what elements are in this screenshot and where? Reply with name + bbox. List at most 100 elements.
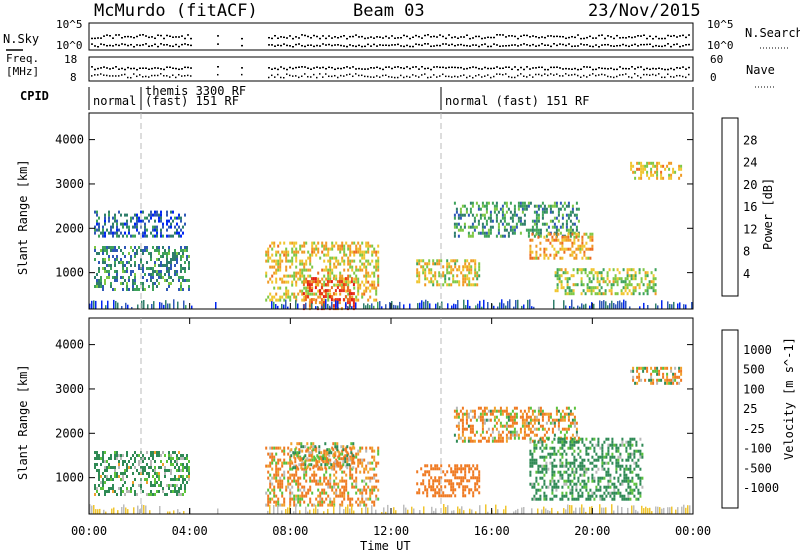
echo-cell [557, 421, 560, 425]
echo-cell [521, 204, 524, 208]
echo-cell [466, 479, 469, 483]
echo-cell [622, 268, 625, 272]
echo-cell [342, 445, 345, 449]
echo-cell [559, 418, 562, 422]
nave-point [418, 76, 420, 78]
echo-cell [577, 232, 580, 236]
echo-cell [114, 246, 116, 249]
echo-cell [381, 306, 383, 309]
echo-cell [110, 249, 112, 252]
echo-cell [166, 279, 168, 282]
echo-cell [446, 470, 449, 474]
echo-cell [122, 478, 124, 481]
echo-cell [529, 427, 532, 431]
echo-cell [430, 464, 433, 468]
echo-cell [575, 228, 578, 232]
nsky-point [643, 34, 645, 37]
echo-cell [458, 280, 461, 284]
echo-cell [507, 415, 510, 419]
echo-cell [351, 250, 354, 254]
echo-cell [359, 449, 362, 453]
echo-cell [281, 479, 284, 483]
echo-cell [158, 213, 160, 217]
echo-cell [339, 503, 342, 507]
echo-cell [471, 231, 474, 235]
echo-cell [142, 466, 144, 469]
echo-cell [468, 271, 471, 275]
echo-cell [299, 268, 302, 272]
echo-cell [633, 488, 636, 492]
echo-cell [561, 485, 564, 489]
echo-cell [615, 443, 618, 447]
freq-point [124, 68, 126, 71]
freq-point [307, 67, 309, 69]
echo-cell [367, 470, 370, 474]
nsky-point [364, 37, 366, 40]
nsearch-point [523, 43, 525, 45]
echo-cell [577, 247, 580, 251]
echo-cell [594, 271, 597, 275]
nsky-point [595, 37, 597, 39]
nave-point [640, 76, 642, 79]
nsearch-point [580, 43, 582, 45]
echo-cell [178, 466, 180, 469]
echo-cell [371, 455, 374, 459]
echo-cell [535, 488, 538, 492]
cpid-row: normal themis 3300 RF (fast) 151 RF norm… [88, 84, 694, 110]
echo-cell [333, 485, 336, 489]
echo-cell [347, 494, 350, 498]
echo-cell [267, 250, 270, 254]
echo-cell [140, 261, 142, 264]
echo-cell [535, 225, 538, 229]
echo-cell [579, 455, 582, 459]
nave-point [439, 75, 441, 77]
echo-cell [301, 250, 304, 254]
echo-cell [347, 268, 350, 272]
echo-cell [142, 288, 144, 291]
nsearch-point [577, 45, 579, 47]
echo-cell [331, 485, 334, 489]
freq-point [112, 67, 114, 69]
echo-cell [652, 289, 655, 293]
echo-cell [476, 271, 479, 275]
echo-cell [676, 375, 679, 379]
echo-cell [636, 161, 639, 165]
echo-cell [529, 256, 532, 260]
nsky-point [652, 37, 654, 40]
echo-cell [564, 268, 567, 272]
echo-cell [340, 277, 343, 281]
echo-cell [579, 250, 582, 254]
echo-cell [641, 455, 644, 459]
echo-cell [513, 231, 516, 235]
echo-cell [281, 259, 284, 263]
echo-cell [349, 476, 352, 480]
echo-cell [335, 488, 338, 492]
echo-cell [330, 466, 333, 470]
echo-cell [477, 439, 480, 443]
echo-cell [527, 231, 530, 235]
echo-cell [541, 213, 544, 217]
echo-cell [553, 494, 556, 498]
echo-cell [307, 292, 310, 296]
echo-cell [353, 485, 356, 489]
nsearch-point [388, 44, 390, 47]
echo-cell [541, 464, 544, 468]
echo-cell [312, 277, 315, 281]
echo-cell [539, 494, 542, 498]
nsky-point [673, 34, 675, 37]
echo-cell [299, 277, 302, 281]
echo-cell [317, 479, 320, 483]
echo-cell [583, 253, 586, 257]
echo-cell [325, 277, 328, 281]
echo-cell [164, 472, 166, 475]
echo-cell [442, 491, 445, 495]
echo-cell [507, 424, 510, 428]
echo-cell [152, 457, 154, 460]
nsearch-point [556, 44, 558, 47]
echo-cell [160, 228, 162, 232]
echo-cell [588, 277, 591, 281]
echo-cell [345, 241, 348, 245]
echo-cell [302, 445, 305, 449]
echo-cell [302, 280, 305, 284]
